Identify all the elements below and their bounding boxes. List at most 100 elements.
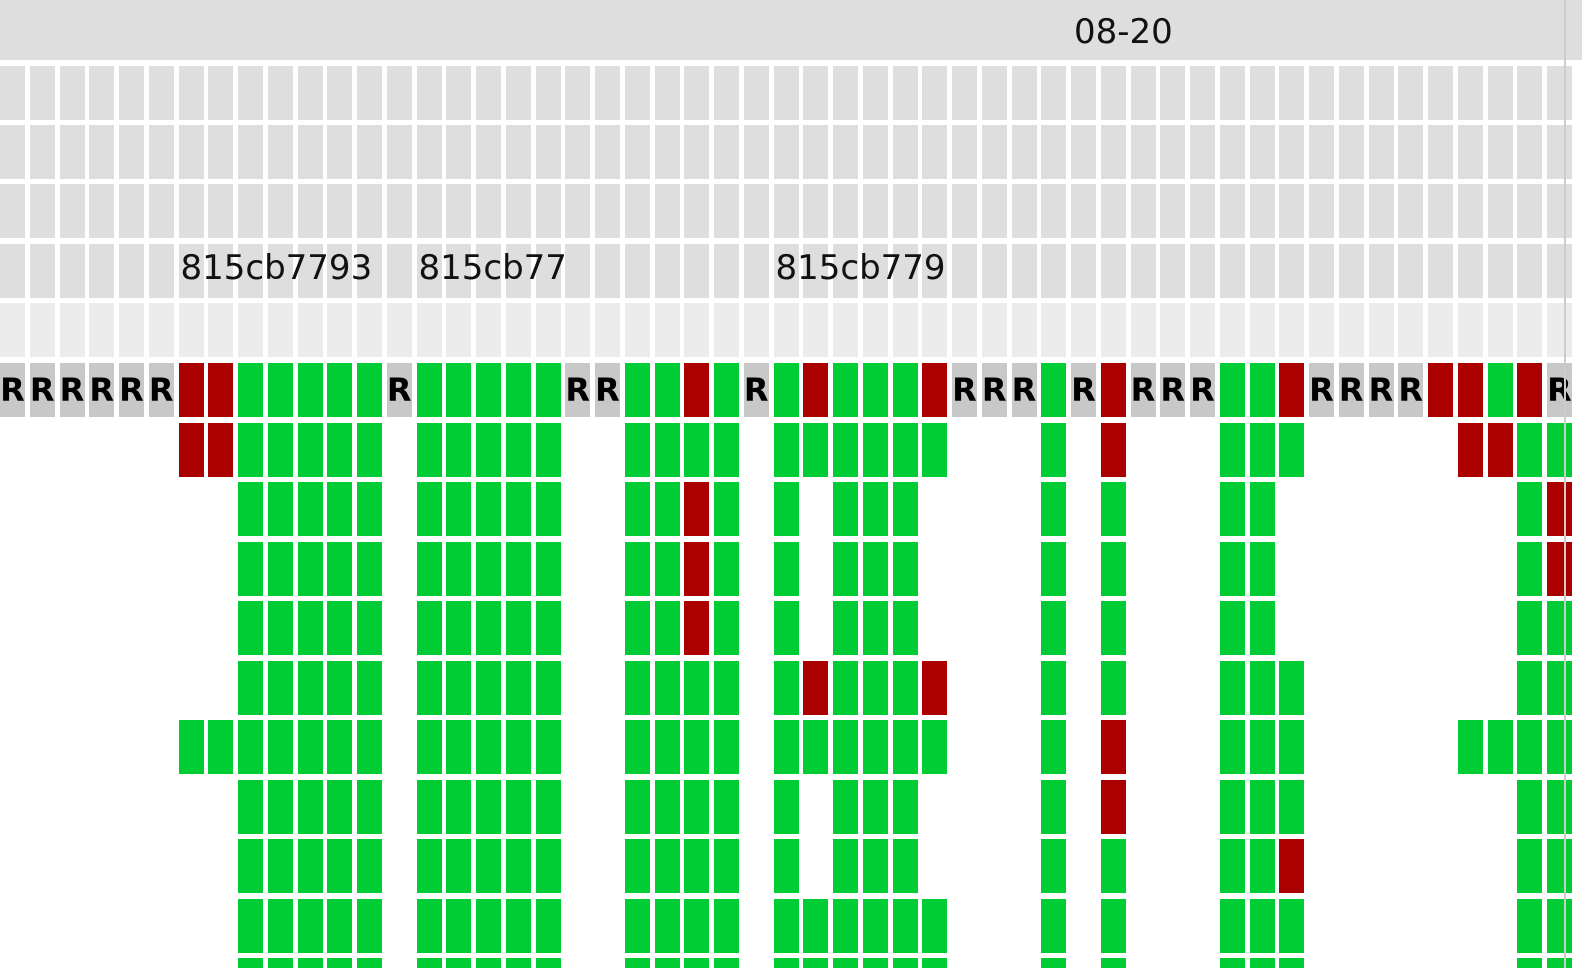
build-pass-cell[interactable]	[446, 363, 472, 417]
build-pass-cell[interactable]	[892, 898, 918, 953]
build-pass-cell[interactable]	[833, 958, 858, 968]
build-pass-cell[interactable]	[922, 422, 948, 477]
build-pass-cell[interactable]	[357, 839, 382, 893]
build-pass-cell[interactable]	[833, 898, 858, 953]
build-pass-cell[interactable]	[505, 779, 531, 834]
build-pass-cell[interactable]	[654, 422, 680, 477]
build-pass-cell[interactable]	[684, 958, 710, 968]
build-pass-cell[interactable]	[535, 541, 561, 596]
build-pass-cell[interactable]	[267, 601, 293, 655]
build-pass-cell[interactable]	[624, 898, 650, 953]
build-fail-cell[interactable]	[1457, 422, 1483, 477]
build-pass-cell[interactable]	[1249, 958, 1275, 968]
build-retry-cell[interactable]: R	[29, 363, 55, 417]
build-pass-cell[interactable]	[1249, 720, 1275, 774]
build-pass-cell[interactable]	[1219, 958, 1245, 968]
build-pass-cell[interactable]	[624, 422, 650, 477]
build-fail-cell[interactable]	[1100, 720, 1126, 774]
build-pass-cell[interactable]	[357, 601, 382, 655]
build-pass-cell[interactable]	[803, 720, 829, 774]
build-pass-cell[interactable]	[327, 720, 353, 774]
build-fail-cell[interactable]	[684, 482, 710, 536]
build-pass-cell[interactable]	[892, 363, 918, 417]
build-pass-cell[interactable]	[892, 720, 918, 774]
build-fail-cell[interactable]	[684, 363, 710, 417]
build-pass-cell[interactable]	[862, 601, 888, 655]
build-pass-cell[interactable]	[357, 660, 382, 715]
build-pass-cell[interactable]	[714, 541, 739, 596]
build-pass-cell[interactable]	[476, 422, 501, 477]
build-pass-cell[interactable]	[833, 482, 858, 536]
build-pass-cell[interactable]	[1249, 363, 1275, 417]
build-pass-cell[interactable]	[1219, 422, 1245, 477]
build-pass-cell[interactable]	[892, 541, 918, 596]
build-pass-cell[interactable]	[1517, 958, 1543, 968]
build-pass-cell[interactable]	[624, 660, 650, 715]
build-pass-cell[interactable]	[1249, 779, 1275, 834]
build-pass-cell[interactable]	[297, 541, 323, 596]
build-pass-cell[interactable]	[535, 482, 561, 536]
build-pass-cell[interactable]	[624, 482, 650, 536]
build-pass-cell[interactable]	[476, 720, 501, 774]
build-pass-cell[interactable]	[297, 482, 323, 536]
build-pass-cell[interactable]	[1100, 660, 1126, 715]
build-pass-cell[interactable]	[446, 958, 472, 968]
build-pass-cell[interactable]	[714, 482, 739, 536]
build-pass-cell[interactable]	[1249, 660, 1275, 715]
build-fail-cell[interactable]	[1279, 839, 1305, 893]
build-pass-cell[interactable]	[238, 720, 263, 774]
build-pass-cell[interactable]	[1547, 601, 1572, 655]
build-pass-cell[interactable]	[357, 363, 382, 417]
build-pass-cell[interactable]	[1100, 482, 1126, 536]
build-pass-cell[interactable]	[505, 482, 531, 536]
build-pass-cell[interactable]	[892, 601, 918, 655]
build-fail-cell[interactable]	[1457, 363, 1483, 417]
build-fail-cell[interactable]	[1487, 422, 1513, 477]
build-pass-cell[interactable]	[238, 779, 263, 834]
build-retry-cell[interactable]: R	[595, 363, 620, 417]
build-pass-cell[interactable]	[416, 839, 442, 893]
build-pass-cell[interactable]	[1547, 422, 1572, 477]
build-pass-cell[interactable]	[1100, 601, 1126, 655]
build-pass-cell[interactable]	[535, 720, 561, 774]
build-pass-cell[interactable]	[505, 541, 531, 596]
build-pass-cell[interactable]	[803, 958, 829, 968]
build-pass-cell[interactable]	[1100, 839, 1126, 893]
build-pass-cell[interactable]	[267, 958, 293, 968]
build-pass-cell[interactable]	[1219, 541, 1245, 596]
build-pass-cell[interactable]	[1219, 601, 1245, 655]
build-pass-cell[interactable]	[714, 660, 739, 715]
build-pass-cell[interactable]	[684, 422, 710, 477]
build-pass-cell[interactable]	[862, 541, 888, 596]
build-pass-cell[interactable]	[535, 660, 561, 715]
build-pass-cell[interactable]	[654, 660, 680, 715]
build-fail-cell[interactable]	[684, 541, 710, 596]
build-pass-cell[interactable]	[862, 482, 888, 536]
build-pass-cell[interactable]	[416, 898, 442, 953]
build-pass-cell[interactable]	[1457, 720, 1483, 774]
build-pass-cell[interactable]	[357, 482, 382, 536]
build-pass-cell[interactable]	[892, 482, 918, 536]
build-pass-cell[interactable]	[446, 720, 472, 774]
build-pass-cell[interactable]	[505, 839, 531, 893]
build-fail-cell[interactable]	[922, 363, 948, 417]
build-pass-cell[interactable]	[446, 482, 472, 536]
build-retry-cell[interactable]: R	[119, 363, 144, 417]
build-pass-cell[interactable]	[535, 898, 561, 953]
build-pass-cell[interactable]	[505, 958, 531, 968]
build-pass-cell[interactable]	[1100, 541, 1126, 596]
build-pass-cell[interactable]	[1249, 898, 1275, 953]
build-pass-cell[interactable]	[476, 482, 501, 536]
build-pass-cell[interactable]	[238, 660, 263, 715]
build-pass-cell[interactable]	[1219, 720, 1245, 774]
build-pass-cell[interactable]	[357, 422, 382, 477]
build-pass-cell[interactable]	[862, 660, 888, 715]
build-pass-cell[interactable]	[327, 779, 353, 834]
build-pass-cell[interactable]	[357, 958, 382, 968]
build-pass-cell[interactable]	[267, 898, 293, 953]
build-pass-cell[interactable]	[238, 898, 263, 953]
build-pass-cell[interactable]	[267, 720, 293, 774]
build-pass-cell[interactable]	[862, 422, 888, 477]
build-pass-cell[interactable]	[1041, 482, 1067, 536]
build-pass-cell[interactable]	[535, 839, 561, 893]
